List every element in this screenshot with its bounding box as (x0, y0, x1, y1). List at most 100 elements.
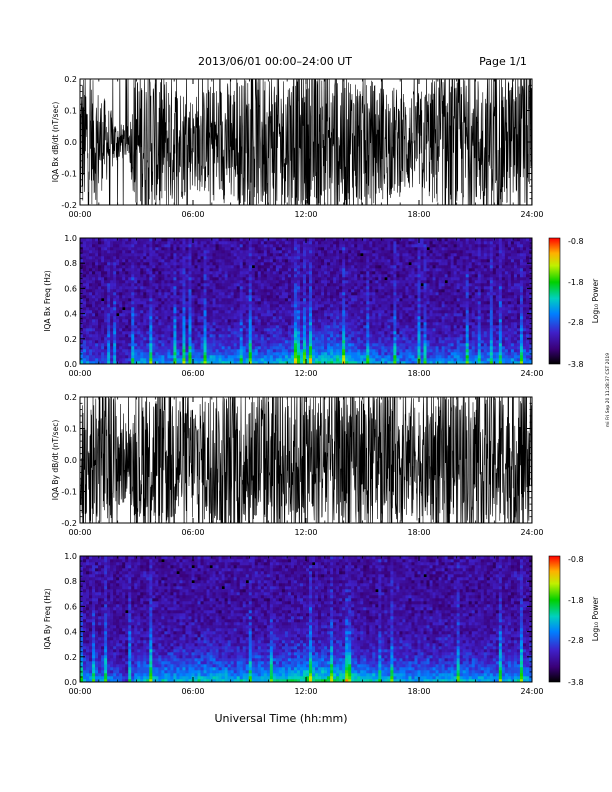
spectrogram-cell (122, 250, 126, 254)
spectrogram-cell (390, 277, 394, 281)
spectrogram-cell (360, 295, 364, 299)
spectrogram-cell (233, 355, 237, 359)
spectrogram-cell (336, 358, 340, 362)
spectrogram-cell (125, 256, 129, 260)
spectrogram-cell (248, 259, 253, 263)
spectrogram-cell (384, 322, 388, 326)
spectrogram-cell (89, 247, 93, 251)
spectrogram-cell (155, 277, 159, 281)
spectrogram-cell (302, 328, 307, 332)
spectrogram-cell (299, 322, 304, 326)
spectrogram-cell (278, 325, 283, 329)
spectrogram-cell (83, 322, 87, 326)
spectrogram-cell (200, 340, 204, 344)
spectrogram-cell (278, 358, 283, 362)
spectrogram-cell (107, 325, 111, 329)
spectrogram-cell (369, 256, 373, 260)
spectrogram-cell (80, 295, 84, 299)
spectrogram-cell (218, 271, 222, 275)
spectrogram-cell (179, 277, 183, 281)
spectrogram-cell (348, 334, 352, 338)
spectrogram-cell (339, 286, 343, 290)
spectrogram-cell (284, 286, 289, 290)
spectrogram-cell (405, 262, 409, 266)
spectrogram-cell (287, 331, 292, 335)
spectrogram-cell (360, 316, 364, 320)
spectrogram-cell (179, 286, 183, 290)
spectrogram-cell (306, 301, 310, 305)
spectrogram-cell (215, 316, 219, 320)
spectrogram-cell (170, 343, 174, 347)
spectrogram-cell (387, 334, 391, 338)
spectrogram-cell (257, 328, 262, 332)
spectrogram-cell (149, 361, 153, 364)
spectrogram-cell (122, 304, 126, 308)
spectrogram-cell (363, 256, 367, 260)
spectrogram-cell (134, 244, 138, 248)
spectrogram-cell (393, 241, 397, 245)
spectrogram-cell (161, 238, 165, 242)
spectrogram-cell (254, 304, 259, 308)
spectrogram-cell (227, 355, 231, 359)
spectrogram-cell (206, 283, 210, 287)
spectrogram-cell (254, 265, 259, 269)
spectrogram-cell (408, 352, 412, 356)
spectrogram-cell (215, 289, 219, 293)
spectrogram-cell (245, 358, 250, 362)
spectrogram-cell (122, 310, 126, 314)
spectrogram-cell (330, 343, 334, 347)
spectrogram-cell (275, 334, 280, 338)
spectrogram-cell (95, 310, 99, 314)
spectrogram-cell (128, 295, 132, 299)
spectrogram-cell (215, 307, 219, 311)
spectrogram-cell (218, 313, 222, 317)
spectrogram-cell (263, 298, 268, 302)
spectrogram-cell (101, 340, 105, 344)
spectrogram-cell (381, 328, 385, 332)
spectrogram-cell (104, 304, 108, 308)
spectrogram-cell (333, 334, 337, 338)
spectrogram-cell (158, 322, 162, 326)
spectrogram-cell (122, 361, 126, 364)
spectrogram-cell (405, 280, 409, 284)
spectrogram-cell (209, 268, 213, 272)
spectrogram-cell (161, 331, 165, 335)
spectrogram-cell (158, 355, 162, 359)
spectrogram-cell (179, 361, 183, 364)
spectrogram-cell (236, 346, 240, 350)
spectrogram-cell (363, 244, 367, 248)
spectrogram-cell (263, 316, 268, 320)
spectrogram-cell (164, 307, 168, 311)
spectrogram-cell (113, 268, 117, 272)
spectrogram-cell (345, 250, 349, 254)
spectrogram-cell (269, 325, 274, 329)
spectrogram-cell (275, 319, 280, 323)
spectrogram-cell (116, 262, 120, 266)
spectrogram-cell (257, 265, 262, 269)
spectrogram-cell (287, 358, 292, 362)
spectrogram-cell (206, 310, 210, 314)
spectrogram-cell (272, 253, 277, 257)
spectrogram-cell (143, 268, 147, 272)
spectrogram-cell (230, 247, 234, 251)
spectrogram-cell (194, 301, 198, 305)
spectrogram-cell (321, 316, 325, 320)
spectrogram-cell (209, 244, 213, 248)
spectrogram-cell (233, 259, 237, 263)
spectrogram-cell (80, 343, 84, 347)
spectrogram-cell (257, 316, 262, 320)
spectrogram-cell (134, 253, 138, 257)
spectrogram-cell (176, 244, 180, 248)
spectrogram-cell (293, 295, 298, 299)
spectrogram-cell (161, 250, 165, 254)
spectrogram-cell (134, 280, 138, 284)
spectrogram-cell (125, 250, 129, 254)
spectrogram-cell (399, 292, 403, 296)
spectrogram-cell (405, 247, 409, 251)
spectrogram-cell (318, 304, 322, 308)
spectrogram-cell (209, 256, 213, 260)
spectrogram-cell (414, 244, 418, 248)
spectrogram-cell (188, 322, 192, 326)
spectrogram-cell (188, 340, 192, 344)
spectrogram-cell (152, 253, 156, 257)
